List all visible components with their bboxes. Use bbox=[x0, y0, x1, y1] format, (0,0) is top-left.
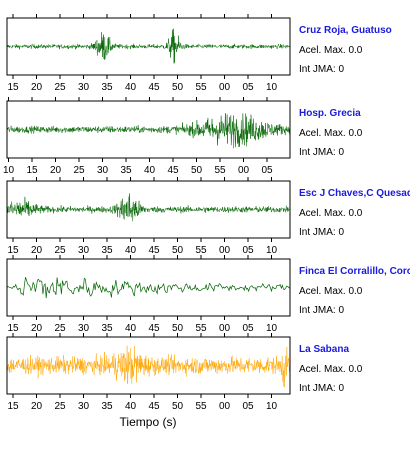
waveform-trace-2 bbox=[6, 113, 291, 149]
tick-label: 40 bbox=[125, 401, 137, 412]
tick-label: 30 bbox=[78, 245, 90, 256]
jma-intensity: Int JMA: 0 bbox=[299, 305, 344, 316]
tick-label: 55 bbox=[195, 82, 207, 93]
waveform-trace-5 bbox=[6, 345, 291, 388]
tick-label: 20 bbox=[50, 165, 62, 176]
station-name: Finca El Corralillo, Coronado bbox=[299, 266, 410, 277]
tick-label: 10 bbox=[266, 401, 278, 412]
tick-label: 55 bbox=[195, 245, 207, 256]
tick-label: 35 bbox=[101, 82, 113, 93]
tick-label: 40 bbox=[125, 323, 137, 334]
tick-label: 25 bbox=[54, 401, 66, 412]
waveform-trace-1 bbox=[6, 28, 291, 64]
tick-label: 50 bbox=[172, 82, 184, 93]
tick-label: 25 bbox=[73, 165, 85, 176]
tick-label: 00 bbox=[238, 165, 250, 176]
tick-label: 20 bbox=[31, 245, 43, 256]
tick-label: 00 bbox=[219, 82, 231, 93]
panel-frame bbox=[6, 180, 291, 239]
tick-label: 00 bbox=[219, 401, 231, 412]
tick-label: 35 bbox=[101, 245, 113, 256]
tick-label: 30 bbox=[78, 401, 90, 412]
tick-label: 35 bbox=[120, 165, 132, 176]
x-ticks-1: 15 20 25 30 35 40 45 50 55 00 05 10 bbox=[7, 14, 277, 93]
station-name: Esc J Chaves,C Quesada bbox=[299, 188, 410, 199]
tick-label: 10 bbox=[266, 82, 278, 93]
tick-label: 25 bbox=[54, 82, 66, 93]
peak-acceleration: Acel. Max. 0.0 bbox=[299, 364, 363, 375]
peak-acceleration: Acel. Max. 0.0 bbox=[299, 128, 363, 139]
jma-intensity: Int JMA: 0 bbox=[299, 147, 344, 158]
tick-label: 15 bbox=[7, 401, 19, 412]
panel-1: 15 20 25 30 35 40 45 50 55 00 05 10 Cruz Roja, Guatu… bbox=[6, 14, 392, 93]
tick-label: 45 bbox=[148, 245, 160, 256]
tick-label: 25 bbox=[54, 245, 66, 256]
tick-label: 30 bbox=[78, 82, 90, 93]
tick-label: 45 bbox=[148, 401, 160, 412]
jma-intensity: Int JMA: 0 bbox=[299, 64, 344, 75]
tick-label: 15 bbox=[7, 82, 19, 93]
jma-intensity: Int JMA: 0 bbox=[299, 227, 344, 238]
tick-label: 20 bbox=[31, 323, 43, 334]
waveform-trace-3 bbox=[6, 193, 291, 222]
peak-acceleration: Acel. Max. 0.0 bbox=[299, 208, 363, 219]
tick-label: 50 bbox=[191, 165, 203, 176]
tick-label: 55 bbox=[195, 323, 207, 334]
tick-label: 00 bbox=[219, 323, 231, 334]
panel-frame bbox=[6, 100, 291, 159]
tick-label: 50 bbox=[172, 401, 184, 412]
waveform-trace-4 bbox=[6, 277, 291, 299]
tick-label: 50 bbox=[172, 245, 184, 256]
tick-label: 45 bbox=[148, 323, 160, 334]
station-name: La Sabana bbox=[299, 344, 349, 355]
tick-label: 35 bbox=[101, 401, 113, 412]
station-name: Hosp. Grecia bbox=[299, 108, 361, 119]
station-name: Cruz Roja, Guatuso bbox=[299, 25, 392, 36]
tick-label: 30 bbox=[97, 165, 109, 176]
tick-label: 55 bbox=[195, 401, 207, 412]
jma-intensity: Int JMA: 0 bbox=[299, 383, 344, 394]
tick-label: 10 bbox=[3, 165, 15, 176]
tick-label: 00 bbox=[219, 245, 231, 256]
panels-group: 15 20 25 30 35 40 45 50 55 00 05 10 Cruz Roja, Guatu… bbox=[3, 14, 410, 412]
tick-label: 05 bbox=[261, 165, 273, 176]
panel-3: 15 20 25 30 35 40 45 50 55 00 05 10 Esc J Chaves,C Q… bbox=[6, 177, 410, 256]
x-ticks-4: 15 20 25 30 35 40 45 50 55 00 05 10 bbox=[7, 255, 277, 334]
tick-label: 40 bbox=[125, 82, 137, 93]
tick-label: 30 bbox=[78, 323, 90, 334]
panel-frame bbox=[6, 258, 291, 317]
tick-label: 15 bbox=[7, 245, 19, 256]
x-axis-title: Tiempo (s) bbox=[120, 415, 177, 429]
tick-label: 10 bbox=[266, 245, 278, 256]
tick-label: 35 bbox=[101, 323, 113, 334]
peak-acceleration: Acel. Max. 0.0 bbox=[299, 286, 363, 297]
tick-label: 20 bbox=[31, 82, 43, 93]
peak-acceleration: Acel. Max. 0.0 bbox=[299, 45, 363, 56]
panel-2: 10 15 20 25 30 35 40 45 50 55 00 05 Hosp. Grecia Acel… bbox=[3, 97, 363, 176]
panel-4: 15 20 25 30 35 40 45 50 55 00 05 10 Finca El Corrali… bbox=[6, 255, 410, 334]
panel-frame bbox=[6, 17, 291, 76]
tick-label: 45 bbox=[148, 82, 160, 93]
tick-label: 15 bbox=[7, 323, 19, 334]
tick-label: 10 bbox=[266, 323, 278, 334]
x-ticks-2: 10 15 20 25 30 35 40 45 50 55 00 05 bbox=[3, 97, 273, 176]
tick-label: 45 bbox=[167, 165, 179, 176]
tick-label: 05 bbox=[242, 323, 254, 334]
panel-5: 15 20 25 30 35 40 45 50 55 00 05 10 La Sabana Acel. M… bbox=[6, 333, 363, 412]
tick-label: 40 bbox=[144, 165, 156, 176]
tick-label: 05 bbox=[242, 401, 254, 412]
tick-label: 05 bbox=[242, 82, 254, 93]
tick-label: 55 bbox=[214, 165, 226, 176]
panel-frame bbox=[6, 336, 291, 395]
tick-label: 40 bbox=[125, 245, 137, 256]
tick-label: 05 bbox=[242, 245, 254, 256]
tick-label: 15 bbox=[26, 165, 38, 176]
x-ticks-5: 15 20 25 30 35 40 45 50 55 00 05 10 bbox=[7, 333, 277, 412]
tick-label: 20 bbox=[31, 401, 43, 412]
x-ticks-3: 15 20 25 30 35 40 45 50 55 00 05 10 bbox=[7, 177, 277, 256]
tick-label: 25 bbox=[54, 323, 66, 334]
tick-label: 50 bbox=[172, 323, 184, 334]
